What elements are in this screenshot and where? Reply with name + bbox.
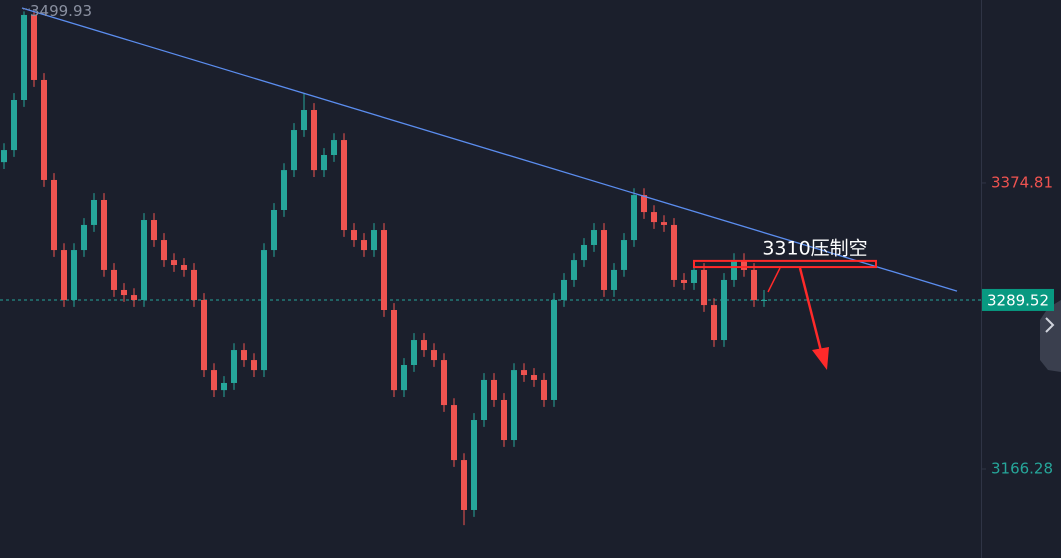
candle-body [321, 155, 327, 171]
candle-body [341, 140, 347, 231]
candle-body [721, 279, 727, 341]
candle-body [391, 310, 397, 391]
candle-body [61, 250, 67, 300]
candle-body [171, 260, 177, 266]
candle-body [481, 379, 487, 421]
candle-body [331, 140, 337, 155]
candle-body [221, 382, 227, 391]
candle-body [731, 260, 737, 280]
candle-body [91, 199, 97, 225]
candle-body [441, 360, 447, 406]
trendline [21, 7, 958, 292]
candle-body [631, 195, 637, 241]
candle-body [661, 222, 667, 225]
candle-body [431, 350, 437, 361]
high-label: 3499.93 [30, 2, 92, 20]
candle-body [251, 360, 257, 371]
last-price-box [982, 288, 1054, 311]
candle-body [81, 224, 87, 251]
candle-body [141, 220, 147, 300]
candle-body [21, 14, 27, 100]
candle-body [151, 220, 157, 241]
candle-body [681, 279, 687, 283]
candle-body [541, 379, 547, 400]
candle-body [281, 170, 287, 211]
candle-body [651, 212, 657, 223]
annotation: 3310压制空 [762, 238, 867, 260]
candle-body [741, 260, 747, 270]
candle-body [421, 340, 427, 351]
scroll-chevron[interactable] [1045, 317, 1055, 333]
candle-body [761, 299, 767, 301]
candle-body [411, 340, 417, 366]
candle-body [211, 370, 217, 391]
candle-body [201, 299, 207, 371]
candle-body [451, 405, 457, 461]
plot-area [0, 7, 981, 526]
candle-body [231, 350, 237, 383]
candle-body [401, 365, 407, 391]
candle-body [501, 399, 507, 441]
candle-body [311, 110, 317, 171]
candle-body [261, 250, 267, 371]
candle-body [601, 230, 607, 290]
candle-body [571, 260, 577, 280]
candle-body [131, 295, 137, 300]
candle-body [611, 269, 617, 290]
resistance-zone [693, 259, 877, 269]
arrow-shaft [798, 267, 824, 356]
candle-body [51, 179, 57, 251]
candle-body [621, 240, 627, 270]
candle-body [241, 350, 247, 361]
candle-body [31, 14, 37, 80]
pointer-line [767, 267, 781, 293]
candle-body [41, 79, 47, 180]
candle-body [641, 195, 647, 213]
candle-body [101, 199, 107, 270]
candle-body [121, 289, 127, 296]
candle-body [671, 224, 677, 280]
candle-body [291, 130, 297, 171]
high-marker: ··· [22, 5, 31, 15]
candle-body [711, 305, 717, 341]
y-tick-label: 3166.28 [991, 460, 1053, 478]
candle-body [301, 110, 307, 131]
candle-body [271, 210, 277, 251]
candle-body [551, 299, 557, 400]
candle-body [581, 244, 587, 261]
candle-body [351, 230, 357, 241]
candle-body [461, 460, 467, 510]
candle-body [691, 269, 697, 283]
y-tick-label: 3374.81 [991, 173, 1053, 191]
candle-body [191, 269, 197, 300]
candle-body [491, 379, 497, 400]
candle-body [11, 99, 17, 151]
candle-body [701, 269, 707, 306]
candle-body [751, 269, 757, 300]
candle-body [591, 230, 597, 245]
last-price-label: 3289.52 [987, 291, 1049, 309]
arrow-head [812, 347, 829, 370]
candle-body [361, 240, 367, 251]
candle-body [531, 375, 537, 380]
candle-body [181, 265, 187, 270]
candle-body [1, 150, 7, 163]
candle-body [471, 420, 477, 510]
candle-body [521, 370, 527, 376]
candle-body [561, 279, 567, 300]
scroll-button[interactable] [1040, 300, 1061, 372]
candle-body [511, 370, 517, 441]
scroll-button-bg[interactable] [1040, 300, 1061, 372]
candle-body [71, 250, 77, 300]
candle-body [381, 230, 387, 310]
candle-body [111, 269, 117, 290]
candle-body [371, 230, 377, 251]
candle-body [161, 240, 167, 261]
